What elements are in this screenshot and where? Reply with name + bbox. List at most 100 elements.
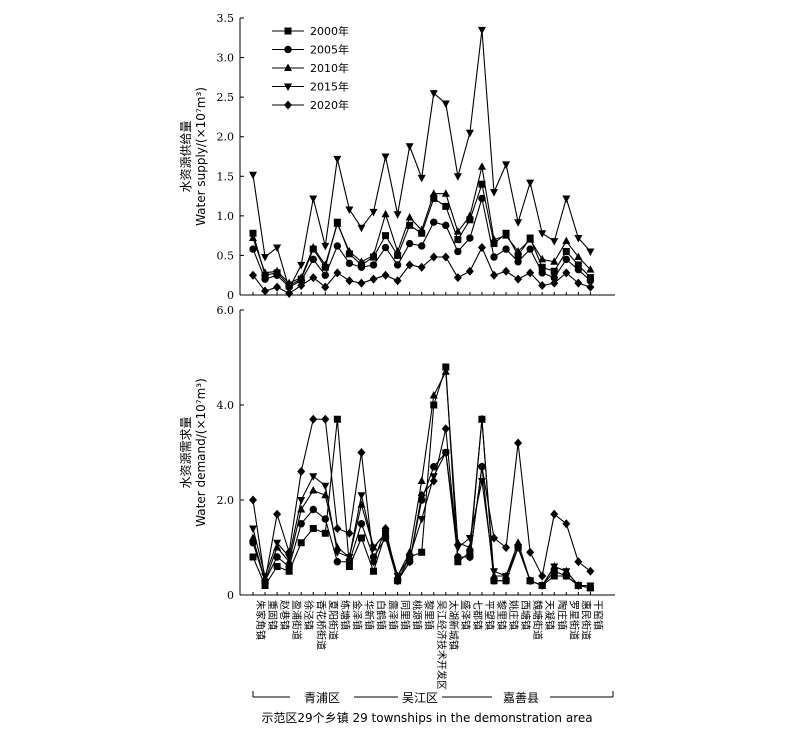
data-point	[490, 189, 498, 197]
data-point	[321, 482, 330, 491]
y-tick-label: 6.0	[217, 304, 235, 317]
data-point	[550, 273, 558, 282]
data-point	[453, 544, 462, 552]
legend-label: 2000年	[310, 24, 349, 38]
y-axis-label-cn: 水资源需求量	[179, 416, 193, 488]
data-point	[297, 281, 306, 291]
legend-marker	[284, 83, 292, 91]
data-point	[538, 230, 547, 238]
region-label: 嘉善县	[503, 690, 539, 705]
data-point	[405, 260, 414, 270]
data-point	[309, 273, 318, 283]
data-point	[562, 268, 571, 278]
data-point	[453, 273, 462, 283]
region-label: 吴江区	[402, 691, 438, 705]
data-point	[441, 424, 450, 434]
data-point	[586, 566, 595, 576]
data-point	[345, 563, 353, 570]
data-point	[418, 548, 426, 556]
data-point	[333, 558, 342, 566]
data-point	[466, 234, 474, 242]
data-point	[454, 236, 462, 244]
data-point	[249, 553, 257, 561]
x-tick-label: 香花桥街道	[314, 600, 327, 650]
data-point	[478, 194, 486, 203]
data-point	[309, 505, 317, 514]
data-point	[478, 180, 486, 188]
data-point	[405, 239, 414, 248]
data-point	[261, 286, 270, 296]
data-point	[562, 236, 571, 245]
x-tick-label: 惠民街道	[579, 600, 592, 640]
data-point	[249, 525, 257, 533]
data-point	[477, 462, 486, 472]
data-point	[442, 363, 450, 371]
data-point	[357, 224, 366, 233]
data-point	[309, 195, 318, 203]
x-tick-label: 练塘镇	[338, 600, 351, 630]
data-point	[538, 269, 546, 277]
data-point	[502, 543, 511, 552]
data-point	[574, 252, 583, 261]
supply-panel: 0 0.5 1.0 1.5 2.0 2.5 3.0 3.5 水资源供给量 Water supply…	[179, 12, 615, 302]
x-tick-label: 盛泽镇	[459, 600, 472, 630]
data-point	[550, 278, 559, 288]
data-point	[477, 162, 486, 170]
y-axis-label-cn: 水资源供给量	[179, 120, 193, 192]
data-point	[321, 242, 330, 251]
data-point	[297, 261, 306, 270]
x-tick-label: 干窑镇	[591, 600, 604, 630]
x-tick-label: 重固镇	[266, 600, 279, 630]
x-tick-label: 震泽镇	[387, 600, 400, 630]
data-point	[538, 582, 547, 590]
data-point	[261, 576, 270, 586]
y-tick-label: 3.5	[217, 12, 235, 25]
data-point	[249, 233, 257, 242]
data-point	[309, 414, 318, 424]
data-point	[369, 250, 378, 259]
data-point	[453, 552, 462, 562]
data-point	[490, 270, 498, 280]
data-point	[393, 261, 402, 269]
data-point	[441, 189, 450, 197]
x-tick-label: 赵巷镇	[278, 600, 291, 630]
data-point	[333, 415, 341, 423]
data-point	[465, 535, 474, 543]
y-tick-label: 1.5	[217, 170, 235, 183]
data-point	[357, 534, 365, 542]
data-point	[273, 266, 282, 275]
region-label: 青浦区	[304, 691, 340, 705]
data-point	[345, 276, 354, 286]
data-point	[526, 577, 535, 586]
data-point	[490, 533, 498, 543]
x-tick-label: 西塘镇	[519, 600, 532, 630]
data-point	[526, 235, 535, 243]
data-point	[477, 26, 486, 35]
data-point	[586, 282, 595, 292]
data-point	[453, 538, 462, 546]
data-point	[357, 520, 366, 528]
data-point	[249, 229, 257, 237]
data-point	[514, 538, 523, 546]
data-point	[273, 553, 281, 561]
region-brackets: 青浦区 吴江区 嘉善县	[252, 689, 614, 705]
data-point	[261, 275, 269, 283]
data-point	[405, 212, 414, 221]
data-point	[550, 238, 559, 246]
y-tick-label: 0.5	[217, 249, 235, 262]
y-tick-label: 2.5	[217, 91, 235, 104]
data-point	[321, 282, 330, 292]
data-point	[550, 572, 558, 580]
x-tick-label: 平望镇	[483, 600, 496, 630]
data-point	[381, 243, 390, 252]
data-point	[490, 240, 498, 248]
data-point	[285, 567, 293, 575]
data-point	[357, 263, 366, 271]
x-tick-label: 天凝镇	[543, 600, 556, 630]
data-point	[261, 268, 270, 276]
data-point	[465, 543, 474, 551]
data-point	[453, 227, 462, 235]
data-point	[538, 263, 546, 271]
data-point	[333, 242, 342, 250]
